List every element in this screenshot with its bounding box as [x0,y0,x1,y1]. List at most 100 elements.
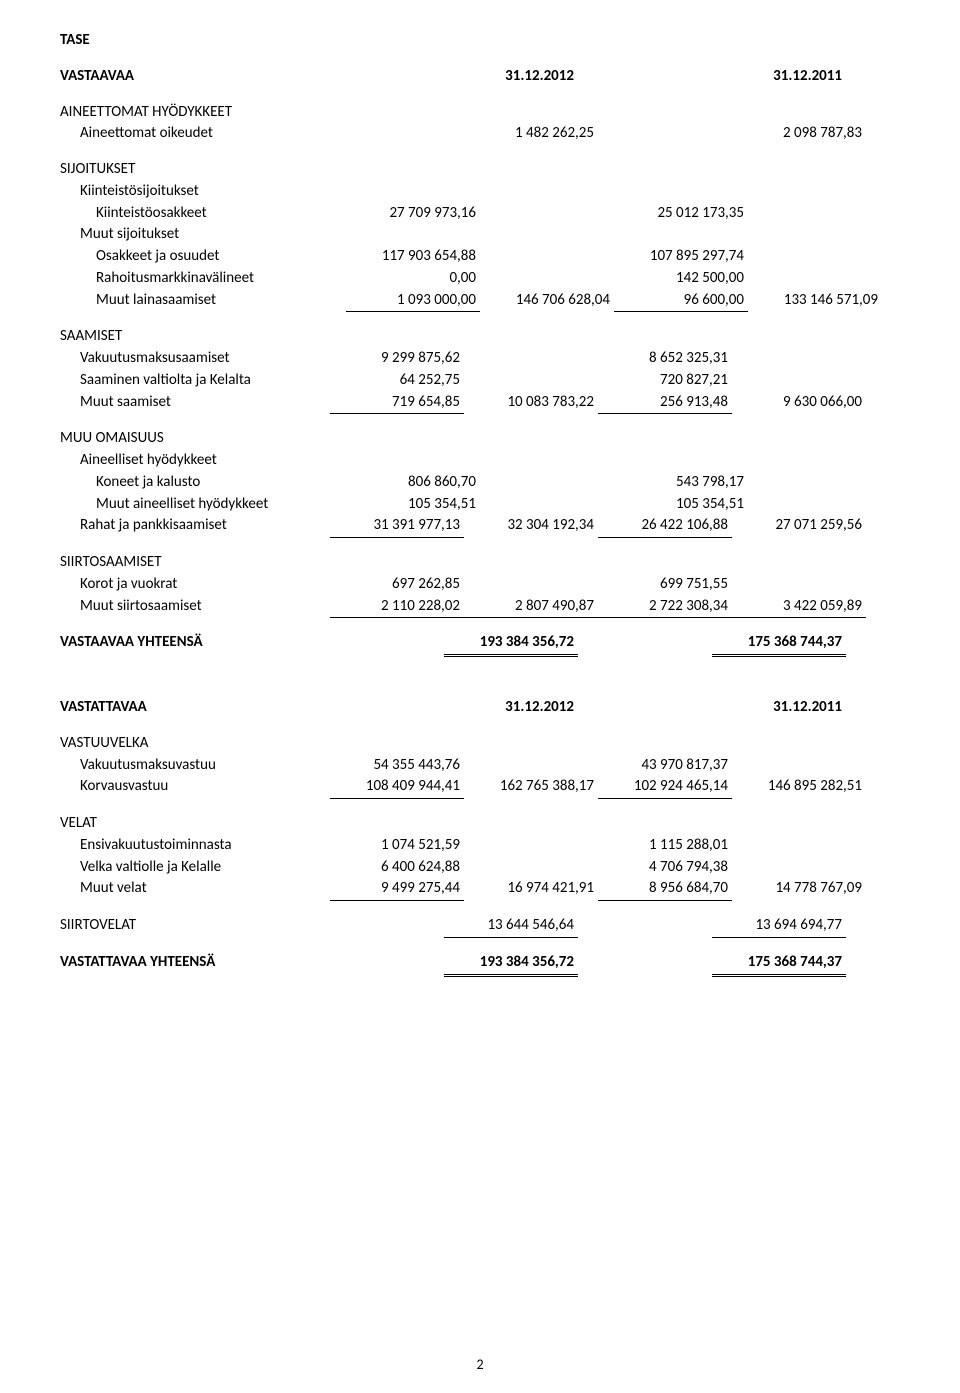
muut-velat-c1: 9 499 275,44 [330,878,464,901]
muut-aineelliset-label: Muut aineelliset hyödykkeet [60,494,346,516]
osakkeet-c3: 107 895 297,74 [614,246,748,268]
vastaavaa-yht-label: VASTAAVAA YHTEENSÄ [60,632,310,657]
velat-heading-row: VELAT [60,813,900,835]
muut-velat-c3: 8 956 684,70 [598,878,732,901]
aineelliset-row: Aineelliset hyödykkeet [60,450,900,472]
muut-saamiset-c1: 719 654,85 [330,392,464,415]
osakkeet-c1: 117 903 654,88 [346,246,480,268]
saamiset-heading-row: SAAMISET [60,326,900,348]
valtiolle-row: Velka valtiolle ja Kelalle 6 400 624,88 … [60,857,900,879]
vakuutusmaksuvastuu-c3: 43 970 817,37 [598,755,732,777]
tase-heading: TASE [60,30,900,52]
muut-velat-c2: 16 974 421,91 [464,878,598,901]
osakkeet-label: Osakkeet ja osuudet [60,246,346,268]
lainat-c2: 146 706 628,04 [480,290,614,313]
rahat-row: Rahat ja pankkisaamiset 31 391 977,13 32… [60,515,900,538]
siirtovelat-label: SIIRTOVELAT [60,915,310,938]
muut-sijoitukset-label: Muut sijoitukset [60,224,330,246]
balance-sheet-page: TASE VASTAAVAA 31.12.2012 31.12.2011 AIN… [0,0,960,1393]
koneet-c3: 543 798,17 [614,472,748,494]
siirtosaamiset-heading-row: SIIRTOSAAMISET [60,552,900,574]
velat-heading: VELAT [60,813,310,835]
rahat-c3: 26 422 106,88 [598,515,732,538]
aineettomat-heading: AINEETTOMAT HYÖDYKKEET [60,102,310,124]
vastattavaa-yht-c2: 193 384 356,72 [444,952,578,977]
muut-siirtosaamiset-c2: 2 807 490,87 [464,596,598,619]
date-2011: 31.12.2011 [712,66,846,88]
vastaavaa-heading: VASTAAVAA [60,66,310,88]
vastattavaa-yht-label: VASTATTAVAA YHTEENSÄ [60,952,310,977]
rahoitus-row: Rahoitusmarkkinavälineet 0,00 142 500,00 [60,268,900,290]
muut-sijoitukset-row: Muut sijoitukset [60,224,900,246]
ensiv-c3: 1 115 288,01 [598,835,732,857]
vastaavaa-heading-row: VASTAAVAA 31.12.2012 31.12.2011 [60,66,900,88]
vastattavaa-yht-c4: 175 368 744,37 [712,952,846,977]
korot-c3: 699 751,55 [598,574,732,596]
muut-siirtosaamiset-row: Muut siirtosaamiset 2 110 228,02 2 807 4… [60,596,900,619]
kiinteistosijoitukset-row: Kiinteistösijoitukset [60,181,900,203]
tase-label: TASE [60,30,90,52]
korvausvastuu-c1: 108 409 944,41 [330,776,464,799]
aineettomat-heading-row: AINEETTOMAT HYÖDYKKEET [60,102,900,124]
aineettomat-oikeudet-label: Aineettomat oikeudet [60,123,330,145]
aineettomat-oikeudet-c4: 2 098 787,83 [732,123,866,145]
vakuutus-label: Vakuutusmaksusaamiset [60,348,330,370]
rahoitus-c1: 0,00 [346,268,480,290]
korot-c1: 697 262,85 [330,574,464,596]
muut-siirtosaamiset-c3: 2 722 308,34 [598,596,732,619]
koneet-c1: 806 860,70 [346,472,480,494]
vastaavaa-yht-c2: 193 384 356,72 [444,632,578,657]
rahat-label: Rahat ja pankkisaamiset [60,515,330,538]
valtiolta-label: Saaminen valtiolta ja Kelalta [60,370,330,392]
muut-saamiset-c2: 10 083 783,22 [464,392,598,415]
ensiv-row: Ensivakuutustoiminnasta 1 074 521,59 1 1… [60,835,900,857]
muut-aineelliset-c3: 105 354,51 [614,494,748,516]
sijoitukset-heading-row: SIJOITUKSET [60,159,900,181]
kiinteistoosakkeet-label: Kiinteistöosakkeet [60,203,346,225]
date-2012: 31.12.2012 [444,66,578,88]
saamiset-heading: SAAMISET [60,326,310,348]
vastattavaa-date1: 31.12.2012 [444,697,578,719]
lainat-label: Muut lainasaamiset [60,290,346,313]
siirtovelat-row: SIIRTOVELAT 13 644 546,64 13 694 694,77 [60,915,900,938]
rahat-c4: 27 071 259,56 [732,515,866,538]
korvausvastuu-c2: 162 765 388,17 [464,776,598,799]
lainat-c1: 1 093 000,00 [346,290,480,313]
muut-saamiset-c4: 9 630 066,00 [732,392,866,415]
vastuuvelka-heading: VASTUUVELKA [60,733,310,755]
lainat-c4: 133 146 571,09 [748,290,882,313]
siirtovelat-c2: 13 644 546,64 [444,915,578,938]
ensiv-label: Ensivakuutustoiminnasta [60,835,330,857]
rahat-c2: 32 304 192,34 [464,515,598,538]
korot-label: Korot ja vuokrat [60,574,330,596]
lainat-c3: 96 600,00 [614,290,748,313]
kiinteistoosakkeet-c1: 27 709 973,16 [346,203,480,225]
vastattavaa-yht-row: VASTATTAVAA YHTEENSÄ 193 384 356,72 175 … [60,952,900,977]
korvausvastuu-c4: 146 895 282,51 [732,776,866,799]
sijoitukset-heading: SIJOITUKSET [60,159,310,181]
vastuuvelka-heading-row: VASTUUVELKA [60,733,900,755]
muut-aineelliset-c1: 105 354,51 [346,494,480,516]
ensiv-c1: 1 074 521,59 [330,835,464,857]
muut-velat-c4: 14 778 767,09 [732,878,866,901]
muut-velat-row: Muut velat 9 499 275,44 16 974 421,91 8 … [60,878,900,901]
korvausvastuu-row: Korvausvastuu 108 409 944,41 162 765 388… [60,776,900,799]
vakuutus-c1: 9 299 875,62 [330,348,464,370]
muut-saamiset-label: Muut saamiset [60,392,330,415]
korvausvastuu-label: Korvausvastuu [60,776,330,799]
vakuutus-row: Vakuutusmaksusaamiset 9 299 875,62 8 652… [60,348,900,370]
aineelliset-label: Aineelliset hyödykkeet [60,450,330,472]
valtiolle-label: Velka valtiolle ja Kelalle [60,857,330,879]
kiinteistoosakkeet-row: Kiinteistöosakkeet 27 709 973,16 25 012 … [60,203,900,225]
siirtosaamiset-heading: SIIRTOSAAMISET [60,552,310,574]
rahoitus-c3: 142 500,00 [614,268,748,290]
muut-siirtosaamiset-c4: 3 422 059,89 [732,596,866,619]
vastaavaa-yht-c4: 175 368 744,37 [712,632,846,657]
valtiolta-c1: 64 252,75 [330,370,464,392]
vakuutusmaksuvastuu-c1: 54 355 443,76 [330,755,464,777]
muut-siirtosaamiset-c1: 2 110 228,02 [330,596,464,619]
valtiolle-c1: 6 400 624,88 [330,857,464,879]
korvausvastuu-c3: 102 924 465,14 [598,776,732,799]
valtiolta-row: Saaminen valtiolta ja Kelalta 64 252,75 … [60,370,900,392]
valtiolle-c3: 4 706 794,38 [598,857,732,879]
